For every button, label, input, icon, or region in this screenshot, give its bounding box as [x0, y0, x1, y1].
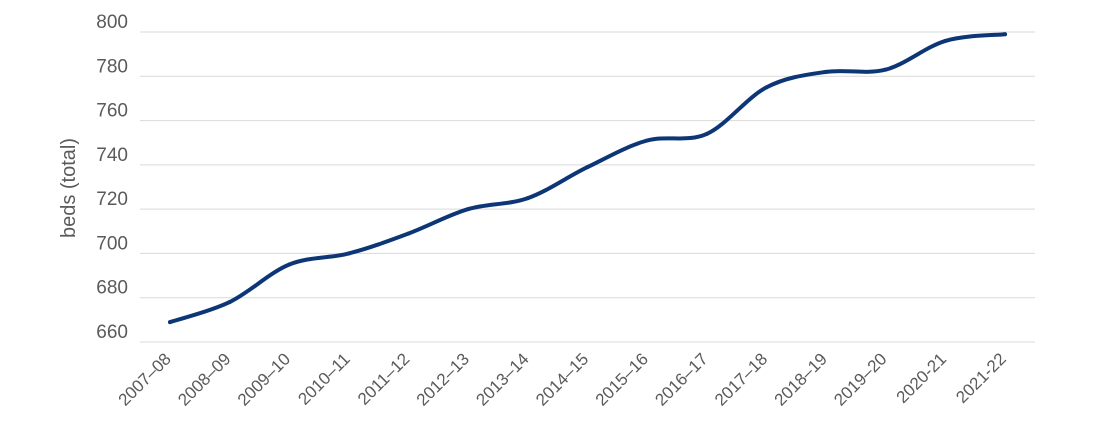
y-tick-label: 780	[96, 56, 128, 77]
x-tick-label: 2019–20	[830, 349, 890, 409]
x-tick-label: 2012–13	[413, 349, 473, 409]
y-tick-label: 700	[96, 233, 128, 254]
x-tick-label: 2007–08	[115, 349, 175, 409]
data-point-0	[168, 320, 172, 325]
x-tick-label: 2016–17	[651, 349, 711, 409]
x-tick-label: 2017–18	[711, 349, 771, 409]
x-tick-label: 2018–19	[771, 349, 831, 409]
series-line	[168, 32, 1007, 325]
data-point-11	[824, 69, 829, 74]
y-tick-label: 740	[96, 145, 128, 166]
x-tick-label: 2015–16	[592, 349, 652, 409]
y-axis-ticks: 660 680 700 720 740 760 780 800	[96, 12, 128, 343]
data-point-4	[406, 231, 411, 236]
y-tick-label: 680	[96, 278, 128, 299]
data-point-5	[466, 207, 471, 212]
data-point-7	[585, 165, 590, 170]
x-axis-ticks: 2007–08 2008–09 2009–10 2010–11 2011–12 2012–…	[115, 349, 1010, 409]
data-point-10	[764, 85, 769, 90]
y-tick-label: 720	[96, 189, 128, 210]
x-tick-label: 2010–11	[294, 349, 353, 408]
data-point-12	[883, 67, 888, 72]
data-point-14	[1003, 32, 1007, 37]
gridlines	[140, 31, 1035, 343]
data-point-2	[287, 262, 292, 267]
x-tick-label: 2020-21	[893, 349, 951, 407]
data-point-3	[346, 251, 351, 256]
data-point-6	[525, 196, 530, 201]
x-tick-label: 2009–10	[234, 349, 294, 409]
series-group	[168, 32, 1007, 325]
x-tick-label: 2021-22	[952, 349, 1010, 407]
y-tick-label: 660	[96, 322, 128, 343]
x-tick-label: 2014–15	[532, 349, 592, 409]
y-tick-label: 760	[96, 101, 128, 122]
data-point-9	[704, 131, 709, 136]
y-axis-label: beds (total)	[58, 138, 80, 238]
x-tick-label: 2011–12	[354, 349, 413, 408]
data-point-1	[227, 300, 232, 305]
data-point-13	[943, 38, 948, 43]
y-tick-label: 800	[96, 12, 128, 33]
x-tick-label: 2013–14	[472, 349, 532, 409]
x-tick-label: 2008–09	[174, 349, 234, 409]
data-point-8	[645, 138, 650, 143]
